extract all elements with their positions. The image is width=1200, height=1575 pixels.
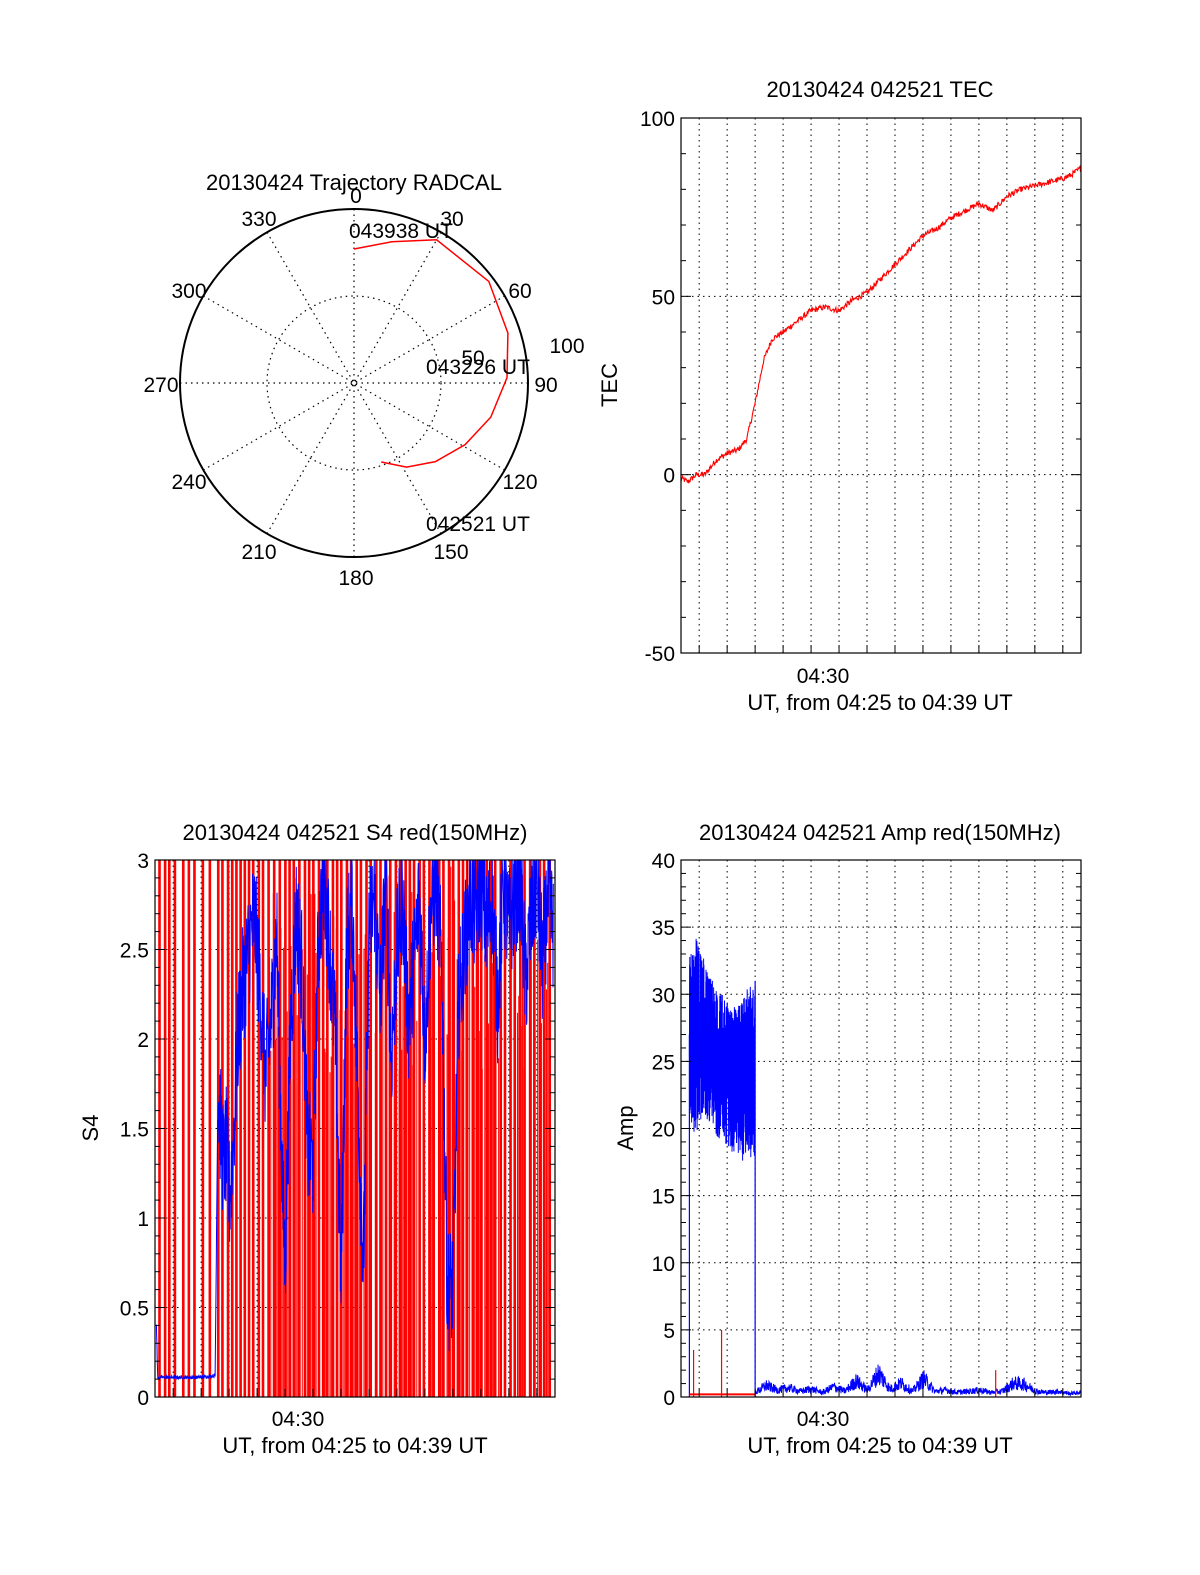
trajectory-time-label: 043226 UT — [426, 356, 530, 379]
tec-xtick-label: 04:30 — [797, 665, 850, 688]
azimuth-labels: 0 30 60 90 120 150 180 210 240 270 300 330 — [143, 185, 557, 590]
amp-title: 20130424 042521 Amp red(150MHz) — [699, 820, 1061, 845]
tec-frame — [680, 117, 1082, 654]
tec-ytick-label: 50 — [652, 286, 675, 309]
amp-xlabel: UT, from 04:25 to 04:39 UT — [747, 1433, 1012, 1458]
azimuth-label: 60 — [508, 280, 531, 303]
trajectory-line — [353, 239, 509, 468]
amp-blue-baseline — [754, 1364, 1082, 1398]
tec-ylabel: TEC — [597, 363, 622, 407]
azimuth-label: 210 — [241, 541, 276, 564]
amp-ticks: 0 5 10 15 20 25 30 35 40 — [652, 850, 1081, 1410]
s4-ytick-label: 2 — [137, 1029, 149, 1052]
amp-ylabel: Amp — [613, 1105, 638, 1150]
s4-ytick-label: 3 — [137, 850, 149, 873]
polar-ring-50 — [266, 295, 442, 471]
azimuth-label: 300 — [171, 280, 206, 303]
tec-ytick-label: -50 — [645, 643, 675, 666]
tec-ytick-label: 0 — [663, 465, 675, 488]
azimuth-label: 240 — [171, 471, 206, 494]
elevation-ring-labels: 50 100 — [461, 335, 584, 370]
s4-title: 20130424 042521 S4 red(150MHz) — [183, 820, 528, 845]
trajectory-panel: 20130424 Trajectory RADCAL 0 30 60 90 120 150… — [143, 170, 584, 590]
azimuth-label: 0 — [350, 185, 362, 208]
azimuth-label: 330 — [241, 208, 276, 231]
azimuth-label: 120 — [502, 471, 537, 494]
s4-blue-line — [155, 859, 555, 1381]
trajectory-time-labels: 042521 UT 043226 UT 043938 UT — [349, 220, 530, 536]
polar-spoke — [266, 232, 442, 534]
azimuth-label: 150 — [433, 541, 468, 564]
elevation-ring-label: 100 — [549, 335, 584, 358]
tec-series — [680, 164, 1082, 484]
amp-ytick-label: 0 — [663, 1387, 675, 1410]
tec-ticks: -50 0 50 100 — [640, 108, 1081, 666]
s4-ytick-label: 1 — [137, 1208, 149, 1231]
azimuth-label: 180 — [338, 567, 373, 590]
trajectory-title: 20130424 Trajectory RADCAL — [206, 170, 502, 195]
amp-panel: 20130424 042521 Amp red(150MHz) 0 5 10 15 20… — [613, 820, 1082, 1458]
tec-title: 20130424 042521 TEC — [766, 77, 993, 102]
azimuth-label: 90 — [534, 374, 557, 397]
trajectory-time-label: 043938 UT — [349, 220, 453, 243]
s4-ylabel: S4 — [78, 1115, 103, 1142]
amp-ytick-label: 30 — [652, 984, 675, 1007]
s4-ytick-label: 0.5 — [120, 1298, 149, 1321]
azimuth-label: 30 — [440, 208, 463, 231]
tec-ytick-label: 100 — [640, 108, 675, 131]
amp-series — [688, 938, 1082, 1398]
tec-line — [680, 164, 1082, 484]
s4-panel: 20130424 042521 S4 red(150MHz) 0 0.5 1 1.5 2… — [78, 820, 556, 1458]
amp-xtick-label: 04:30 — [797, 1408, 850, 1431]
elevation-ring-label: 50 — [461, 347, 484, 370]
amp-ytick-label: 10 — [652, 1253, 675, 1276]
amp-ytick-label: 5 — [663, 1320, 675, 1343]
amp-ytick-label: 25 — [652, 1051, 675, 1074]
amp-blue-band — [688, 938, 756, 1161]
azimuth-label: 270 — [143, 374, 178, 397]
amp-ytick-label: 40 — [652, 850, 675, 873]
polar-spoke — [266, 232, 442, 534]
polar-grid — [180, 209, 528, 557]
s4-ytick-label: 1.5 — [120, 1119, 149, 1142]
s4-xlabel: UT, from 04:25 to 04:39 UT — [222, 1433, 487, 1458]
s4-series — [155, 859, 555, 1397]
tec-xlabel: UT, from 04:25 to 04:39 UT — [747, 690, 1012, 715]
s4-xtick-label: 04:30 — [272, 1408, 325, 1431]
tec-grid — [681, 118, 1081, 653]
amp-ytick-label: 20 — [652, 1119, 675, 1142]
s4-ytick-label: 0 — [137, 1387, 149, 1410]
amp-ytick-label: 15 — [652, 1186, 675, 1209]
amp-ytick-label: 35 — [652, 917, 675, 940]
polar-outer-ring — [179, 208, 529, 558]
s4-ytick-label: 2.5 — [120, 940, 149, 963]
trajectory-time-label: 042521 UT — [426, 513, 530, 536]
s4-ticks: 0 0.5 1 1.5 2 2.5 3 — [120, 850, 555, 1410]
